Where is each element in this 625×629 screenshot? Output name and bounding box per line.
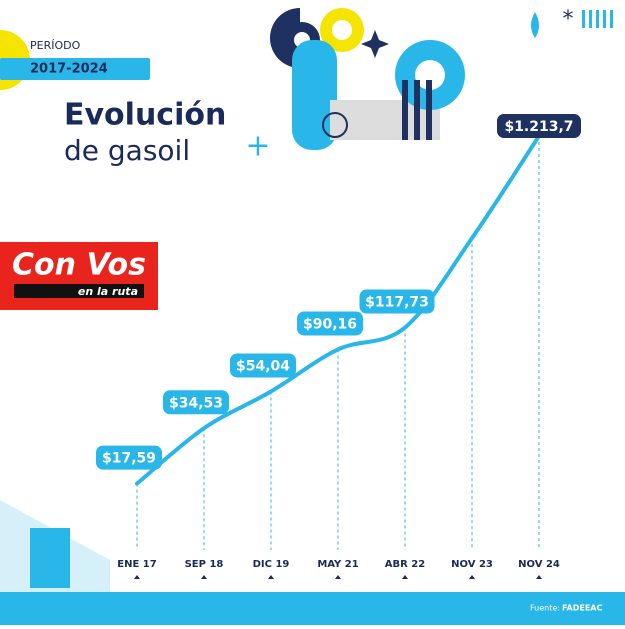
footer-band — [0, 592, 625, 625]
value-pill — [297, 311, 363, 336]
title: de gasoil — [64, 134, 190, 167]
x-tick-label: ENE 17 — [117, 559, 156, 570]
period-badge — [0, 58, 150, 80]
x-tick-arrow — [268, 575, 274, 579]
x-tick-arrow — [201, 575, 207, 579]
x-tick-label: DIC 19 — [253, 559, 290, 570]
value-label: $90,16 — [303, 316, 357, 332]
value-label: $54,04 — [236, 358, 290, 374]
decor — [30, 528, 70, 588]
logo-name: Con Vos — [12, 248, 146, 283]
value-pill — [96, 445, 162, 470]
x-tick-arrow — [536, 575, 542, 579]
value-label: $1.213,7 — [504, 119, 573, 135]
decor-plus: + — [245, 129, 270, 164]
line — [135, 134, 541, 486]
plot: ENE 17 SEP 18 DIC 19 MAY 21 ABR 22 NOV 23 NOV … — [96, 114, 581, 579]
period-label: PERÍODO — [30, 39, 81, 52]
value-pill — [230, 353, 296, 378]
source-label: Fuente: — [530, 604, 560, 613]
svg-text:*: * — [563, 7, 574, 32]
period: 2017-2024 — [30, 62, 108, 77]
x-tick-label: ABR 22 — [385, 559, 426, 570]
x-tick-label: MAY 21 — [317, 559, 358, 570]
logo-bar — [14, 284, 144, 298]
source: FADEEAC — [562, 604, 603, 613]
value-label: $117,73 — [365, 295, 429, 311]
x-tick-label: NOV 24 — [518, 559, 560, 570]
x-tick-arrow — [402, 575, 408, 579]
x-tick-label: NOV 23 — [451, 559, 493, 570]
x-tick-arrow — [469, 575, 475, 579]
value-pill — [497, 114, 581, 139]
logo — [0, 242, 158, 310]
value-label: $17,59 — [102, 451, 156, 467]
value-label: $34,53 — [169, 395, 223, 411]
x-tick-arrow — [134, 575, 140, 579]
value-pill — [163, 390, 229, 415]
x-tick-label: SEP 18 — [185, 559, 224, 570]
value-pill — [359, 289, 435, 314]
logo-tagline: en la ruta — [78, 285, 138, 298]
title: Evolución — [64, 98, 226, 133]
x-tick-arrow — [335, 575, 341, 579]
decor-shapes: * — [270, 7, 613, 150]
